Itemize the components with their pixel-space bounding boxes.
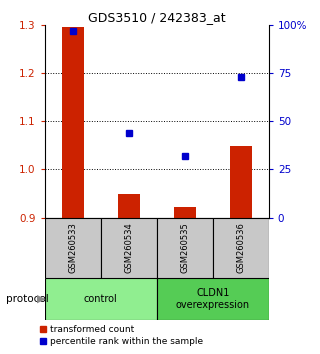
Bar	[157, 278, 269, 320]
Text: CLDN1
overexpression: CLDN1 overexpression	[176, 288, 250, 310]
Bar	[213, 218, 269, 278]
Text: GSM260533: GSM260533	[68, 222, 77, 273]
Text: GSM260536: GSM260536	[236, 222, 245, 273]
Text: ▶: ▶	[37, 294, 45, 304]
Legend: transformed count, percentile rank within the sample: transformed count, percentile rank withi…	[40, 325, 203, 347]
Text: protocol: protocol	[6, 294, 49, 304]
Text: GSM260535: GSM260535	[180, 222, 189, 273]
Bar	[45, 218, 101, 278]
Bar	[230, 146, 252, 218]
Bar	[157, 218, 213, 278]
Bar	[101, 218, 157, 278]
Title: GDS3510 / 242383_at: GDS3510 / 242383_at	[88, 11, 226, 24]
Text: GSM260534: GSM260534	[124, 222, 133, 273]
Bar	[62, 27, 84, 218]
Bar	[174, 207, 196, 218]
Text: control: control	[84, 294, 118, 304]
Bar	[118, 194, 140, 218]
Bar	[45, 278, 157, 320]
